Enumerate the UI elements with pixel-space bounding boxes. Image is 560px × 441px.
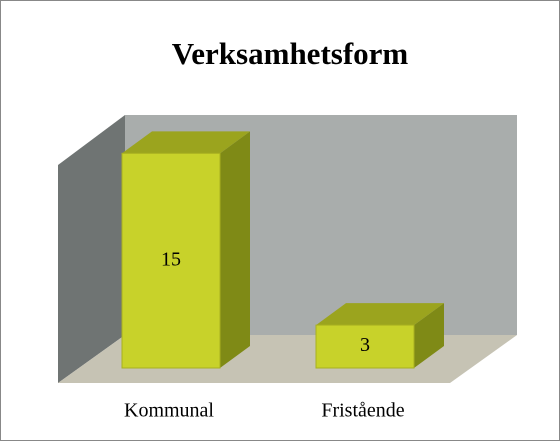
bar-top [316,303,444,326]
data-label: 3 [360,334,370,356]
side-wall [58,115,125,383]
bar-top [122,131,250,154]
data-label: 15 [161,248,181,270]
bar-side [414,303,444,368]
bar [315,324,415,369]
chart-title: Verksamhetsform [172,36,409,71]
x-tick-label: Kommunal [124,400,214,422]
bar-side [220,131,250,368]
bar [121,152,221,369]
x-tick-label: Fristående [321,400,404,422]
